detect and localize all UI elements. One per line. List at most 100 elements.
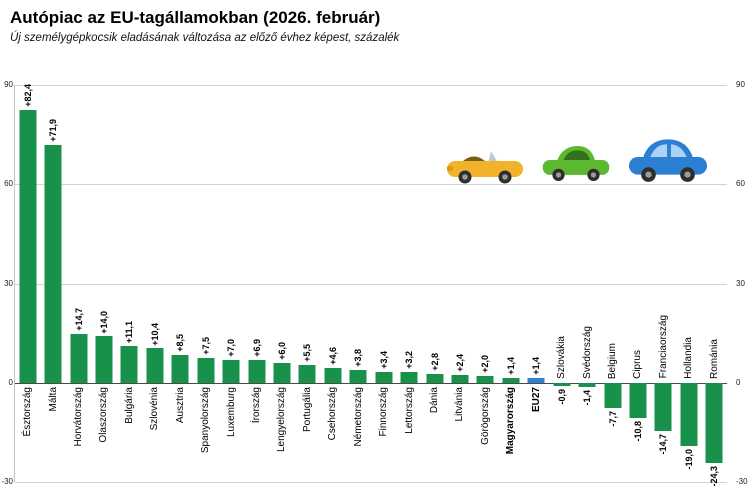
bar: [298, 364, 316, 383]
bar-column: +2,4 Litvánia: [447, 85, 472, 482]
bar-column: -24,3 Románia: [702, 85, 727, 487]
bar-column: +3,2 Lettország: [396, 85, 421, 482]
y-tick-right-0: 0: [736, 377, 741, 387]
bar-column: -7,7 Belgium: [600, 85, 625, 482]
bar-column: -1,4 Svédország: [574, 85, 599, 482]
bar-column: +8,5 Ausztria: [168, 85, 193, 482]
bar-value-label: +2,8: [429, 352, 440, 371]
bar-column: +11,1 Bulgária: [117, 85, 142, 482]
bar: [222, 359, 240, 383]
bar-column: +14,0 Olaszország: [91, 85, 116, 482]
bar-value-label: +8,5: [175, 333, 186, 352]
bar-category-label: Svédország: [581, 325, 593, 379]
bar-value-label: +10,4: [149, 322, 160, 346]
bar-value-label: +14,0: [98, 310, 109, 334]
bar-category-label: Portugália: [301, 386, 313, 432]
bar: [324, 367, 342, 383]
bar-category-label: Csehország: [327, 386, 339, 441]
bar-category-label: Finnország: [378, 386, 390, 437]
bar-value-label: +2,4: [454, 354, 465, 372]
y-tick-left-60: 60: [4, 179, 13, 189]
bar-value-label: +1,4: [531, 357, 542, 376]
bar: [70, 334, 88, 383]
bar-value-label: -24,3: [709, 466, 720, 487]
bar: [146, 348, 164, 383]
bar-value-label: +3,8: [353, 349, 364, 368]
bar: [44, 144, 62, 383]
bar-category-label: Lettország: [403, 386, 415, 434]
yellow-convertible-icon: [447, 151, 523, 184]
bar-column: -14,7 Franciaország: [651, 85, 676, 482]
bar: [349, 370, 367, 383]
bar-column: +3,4 Finnország: [371, 85, 396, 482]
bar-value-label: +4,6: [327, 346, 338, 365]
green-car-icon: [542, 146, 610, 181]
bar-category-label: Belgium: [607, 342, 619, 379]
bar: [426, 373, 444, 383]
y-tick-left-90: 90: [4, 80, 13, 89]
bar-value-label: -1,4: [582, 390, 593, 406]
bar-value-label: +1,4: [505, 357, 516, 376]
y-tick-left-0: 0: [8, 377, 13, 387]
bar-category-label: Írország: [251, 386, 263, 423]
bar: [273, 362, 291, 383]
bar: [19, 110, 37, 383]
bar-column: -10,8 Ciprus: [625, 85, 650, 482]
bar: [248, 359, 266, 383]
bar: [604, 382, 622, 409]
chart-subtitle: Új személygépkocsik eladásának változása…: [10, 32, 400, 44]
bar: [578, 382, 596, 388]
y-tick-right-60: 60: [736, 179, 745, 189]
bar-value-label: -19,0: [683, 448, 694, 470]
bar-column: +3,8 Németország: [346, 85, 371, 482]
gridline-90: [15, 85, 727, 86]
chart-title: Autópiac az EU-tagállamokban (2026. febr…: [10, 8, 381, 27]
bar: [502, 378, 520, 383]
bar-category-label: Ciprus: [632, 349, 644, 379]
bar: [400, 372, 418, 383]
bar-value-label: -14,7: [658, 434, 669, 455]
bar-category-label: Magyarország: [505, 386, 517, 454]
bar-category-label: Észtország: [22, 386, 34, 437]
bar-value-label: -10,8: [632, 421, 643, 442]
bar-column: +2,0 Görögország: [473, 85, 498, 482]
bar: [476, 376, 494, 383]
bar-category-label: Franciaország: [657, 315, 669, 379]
bar-column: +82,4 Észtország: [15, 84, 40, 482]
bar: [95, 336, 113, 383]
bar: [120, 346, 138, 383]
bar-category-label: Olaszország: [98, 386, 110, 443]
bar-value-label: +3,4: [378, 350, 389, 369]
bar-category-label: Luxemburg: [225, 386, 237, 437]
bar: [171, 354, 189, 383]
bar-value-label: +82,4: [22, 84, 33, 108]
bar-column: +14,7 Horvátország: [66, 85, 91, 482]
bar-value-label: +11,1: [124, 320, 135, 344]
y-tick-left-30: 30: [4, 278, 13, 288]
bar: [629, 382, 647, 419]
bar: [553, 382, 571, 386]
bar-category-label: Németország: [352, 386, 364, 447]
bar-category-label: Hollandia: [683, 337, 695, 379]
bar-category-label: Görögország: [479, 386, 491, 445]
bar-value-label: -7,7: [607, 411, 618, 427]
gridline-30: [15, 283, 727, 285]
bar-value-label: +71,9: [48, 119, 59, 142]
bar-column: +6,9 Írország: [244, 85, 269, 482]
bar: [451, 374, 469, 383]
bar-value-label: +3,2: [404, 351, 415, 370]
bar-category-label: Románia: [708, 338, 720, 379]
bar-column: -0,9 Szlovákia: [549, 85, 574, 482]
bar-column: +6,0 Lengyelország: [269, 85, 294, 482]
bar-value-label: +14,7: [73, 308, 84, 332]
bar-category-label: Lengyelország: [276, 386, 288, 452]
bar-value-label: +6,9: [251, 339, 262, 357]
bar-column: +10,4 Szlovénia: [142, 85, 167, 482]
bar: [375, 371, 393, 383]
bar: [654, 382, 672, 432]
bar-value-label: +5,5: [302, 343, 313, 362]
chart-header: Autópiac az EU-tagállamokban (2026. febr…: [10, 8, 399, 44]
gridline-0: [15, 382, 727, 384]
gridline-60: [15, 184, 727, 186]
